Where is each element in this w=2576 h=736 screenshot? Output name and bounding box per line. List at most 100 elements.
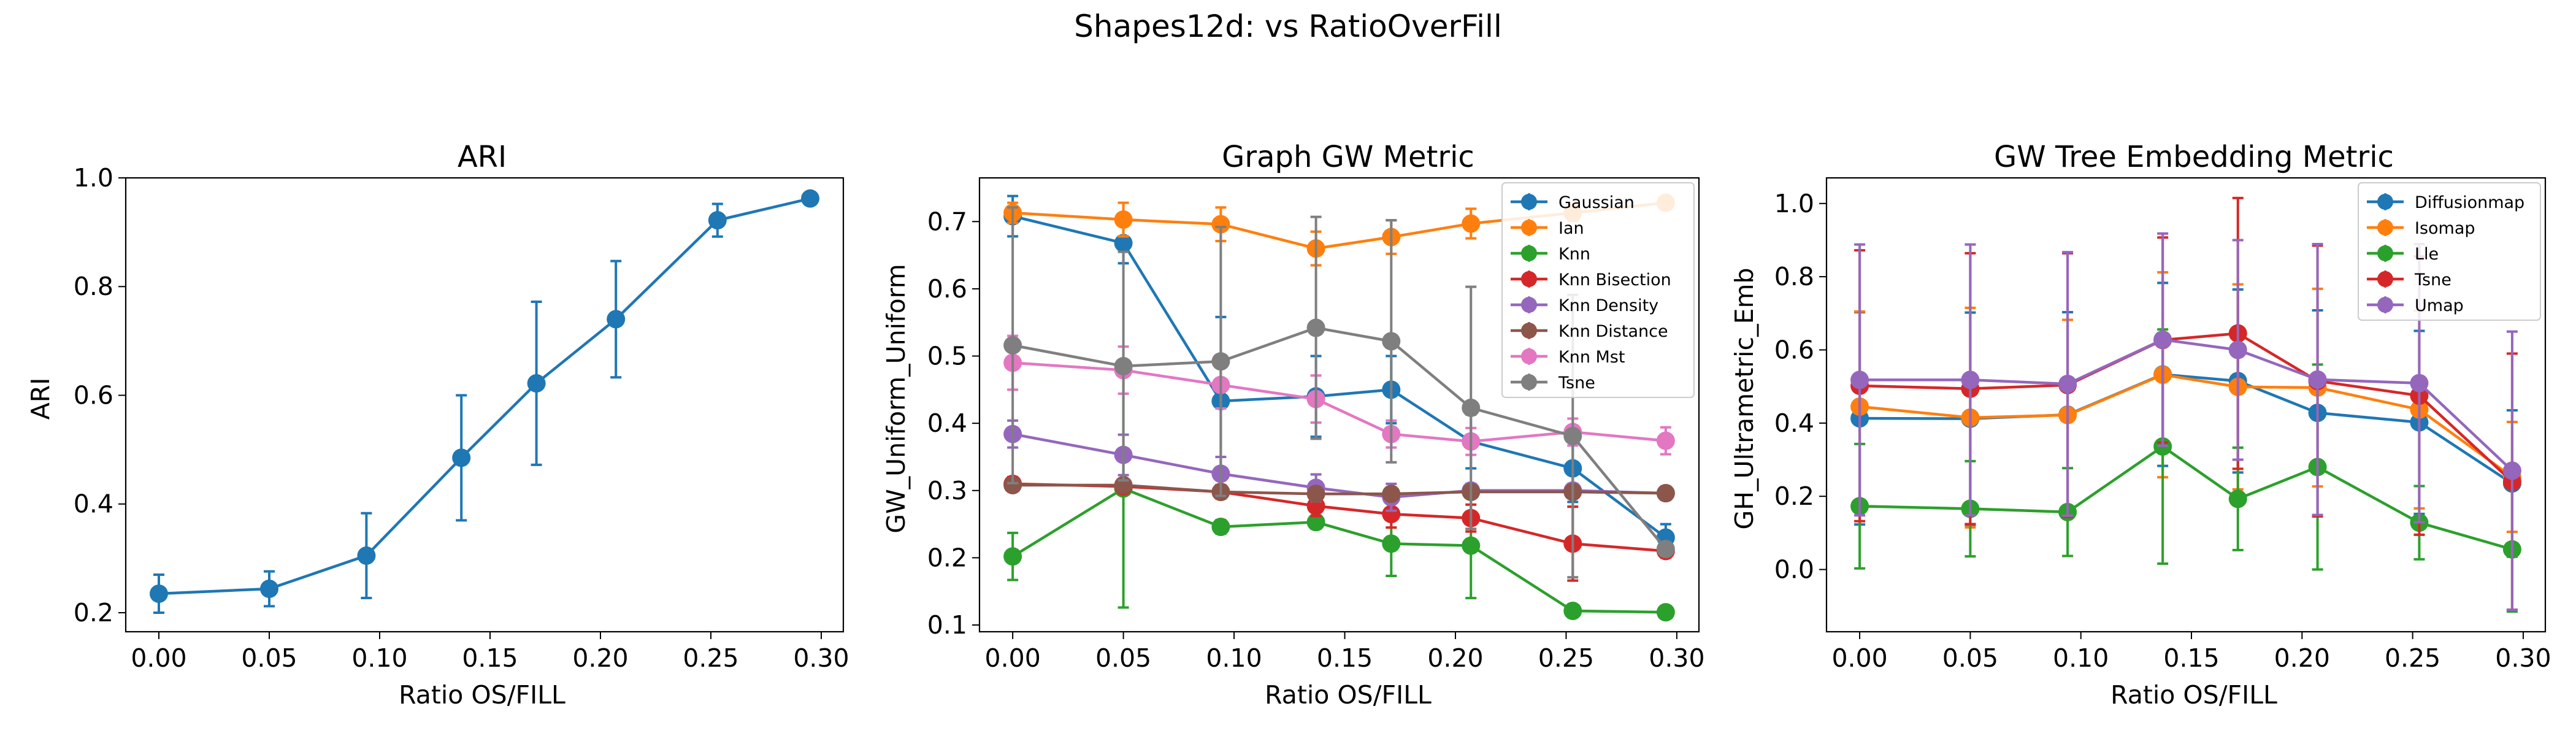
series-line [1012, 361, 1666, 443]
y-tick-label: 0.2 [1774, 481, 1814, 511]
data-point [1850, 370, 1869, 389]
legend-swatch-marker [1521, 245, 1537, 261]
data-point [607, 310, 626, 329]
data-point [1114, 210, 1133, 229]
data-point [1211, 215, 1230, 234]
legend-label: Knn Bisection [1558, 270, 1671, 289]
y-tick-label: 1.0 [74, 163, 113, 193]
legend-swatch-marker [2377, 245, 2393, 261]
y-tick-label: 0.2 [74, 598, 113, 627]
legend-swatch-marker [2377, 297, 2393, 313]
x-tick-label: 0.10 [1206, 643, 1262, 673]
legend-item: Knn Distance [1511, 322, 1668, 341]
legend-swatch-marker [2377, 271, 2393, 287]
y-tick-label: 0.1 [927, 610, 967, 640]
x-tick-label: 0.20 [2274, 643, 2330, 673]
x-tick-label: 0.15 [1317, 643, 1373, 673]
x-axis-label: Ratio OS/FILL [399, 680, 565, 710]
x-tick-label: 0.05 [241, 643, 297, 673]
x-tick-label: 0.15 [462, 643, 518, 673]
y-tick-label: 0.0 [1774, 555, 1814, 585]
legend-item: Diffusionmap [2367, 193, 2524, 212]
data-point [527, 374, 546, 393]
y-tick-label: 1.0 [1774, 189, 1814, 218]
data-point [1003, 547, 1022, 566]
data-point [1114, 234, 1133, 253]
data-point [1563, 426, 1582, 445]
legend-item: Knn [1511, 245, 1590, 264]
x-tick-label: 0.05 [1942, 643, 1998, 673]
legend-swatch-marker [1521, 271, 1537, 287]
data-point [1563, 602, 1582, 621]
data-point [2308, 370, 2327, 389]
legend-item: Lle [2367, 245, 2439, 264]
legend-swatch-marker [1521, 194, 1537, 210]
data-point [150, 584, 168, 603]
x-tick-label: 0.00 [131, 643, 186, 673]
data-point [1211, 517, 1230, 536]
legend-box [1501, 182, 1695, 398]
data-point [1306, 513, 1325, 532]
y-axis-label: GH_Ultrametric_Emb [1730, 268, 1759, 530]
legend-item: Ian [1511, 219, 1584, 238]
series-line [1860, 445, 2513, 551]
x-tick-label: 0.10 [2053, 643, 2109, 673]
chart-panel-gw-tree-embedding-metric: GW Tree Embedding Metric Ratio OS/FILL G… [1730, 140, 2551, 710]
y-tick-label: 0.6 [1774, 335, 1814, 364]
legend: Gaussian Ian Knn Knn Bisection Knn Density Kn… [1501, 182, 1695, 398]
y-axis-label: ARI [26, 378, 55, 420]
data-point [260, 579, 278, 598]
data-point [1961, 370, 1980, 389]
legend-label: Knn [1558, 245, 1590, 264]
legend-label: Tsne [2414, 270, 2451, 289]
series-line [1012, 326, 1667, 550]
series-line [1013, 483, 1666, 496]
legend-item: Isomap [2367, 219, 2475, 238]
y-tick-label: 0.4 [74, 489, 113, 519]
chart-title: ARI [458, 140, 507, 174]
legend-label: Lle [2415, 245, 2439, 264]
y-tick-label: 0.5 [927, 342, 967, 371]
legend-label: Diffusionmap [2415, 193, 2524, 212]
data-point [1462, 214, 1481, 233]
x-tick-label: 0.15 [2163, 643, 2219, 673]
axes-frame [125, 177, 845, 633]
data-point [1382, 505, 1401, 524]
legend-item: Gaussian [1511, 193, 1635, 212]
y-tick-label: 0.6 [927, 274, 967, 304]
data-point [1382, 534, 1401, 553]
data-point [1382, 485, 1401, 504]
y-tick-label: 0.7 [927, 207, 967, 236]
y-tick-label: 0.3 [927, 476, 967, 505]
chart-title: Graph GW Metric [1222, 140, 1474, 174]
y-tick-label: 0.6 [74, 380, 113, 410]
legend-swatch-marker [2377, 194, 2393, 210]
data-point [1656, 603, 1675, 622]
data-point [1003, 476, 1022, 495]
x-tick-label: 0.30 [793, 643, 849, 673]
x-axis-label: Ratio OS/FILL [2110, 680, 2277, 710]
data-point [801, 189, 819, 208]
series-line [1860, 332, 2513, 483]
x-tick-label: 0.20 [1427, 643, 1483, 673]
data-point [452, 448, 471, 467]
x-tick-label: 0.20 [572, 643, 628, 673]
data-point [1306, 318, 1325, 337]
x-axis-label: Ratio OS/FILL [1265, 680, 1432, 710]
legend-label: Tsne [1558, 374, 1595, 393]
legend-swatch-marker [1521, 297, 1537, 313]
chart-panel-graph-gw-metric: Graph GW Metric Ratio OS/FILL GW_Uniform… [881, 140, 1705, 710]
data-point [2502, 461, 2521, 480]
data-point [1306, 485, 1325, 504]
legend-swatch-marker [1521, 374, 1537, 390]
legend-swatch-marker [1521, 323, 1537, 339]
data-point [2153, 330, 2172, 349]
legend-label: Knn Distance [1558, 322, 1668, 341]
legend-label: Gaussian [1558, 193, 1635, 212]
axes-frame [1825, 177, 2547, 633]
legend-item: Tsne [2367, 270, 2451, 289]
legend-item: Umap [2367, 296, 2464, 315]
legend-label: Isomap [2415, 219, 2475, 238]
